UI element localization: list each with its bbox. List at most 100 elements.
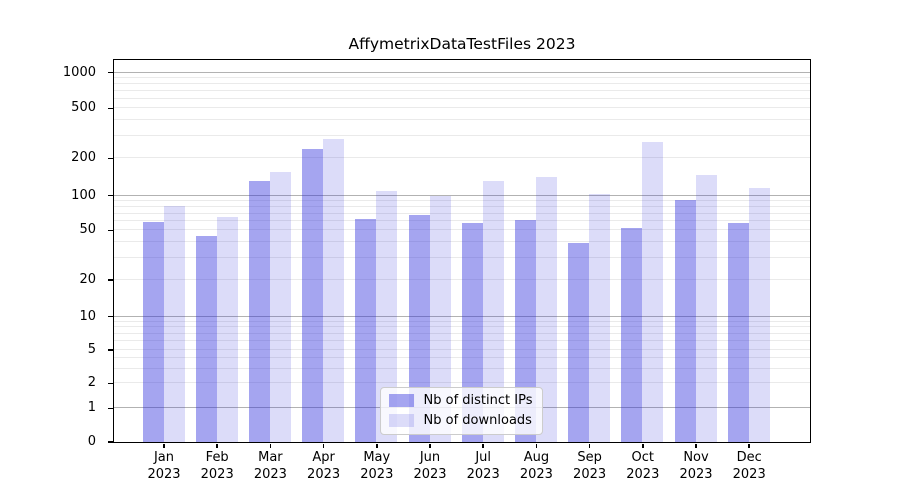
bar-distinct-ips: [621, 227, 643, 442]
x-tick-mark: [322, 443, 325, 448]
grid-line-minor: [113, 326, 810, 328]
x-axis-tick-label: Apr 2023: [292, 449, 356, 483]
bar-distinct-ips: [674, 200, 696, 442]
grid-line-minor: [113, 97, 810, 99]
grid-line-minor: [113, 90, 810, 92]
y-axis-tick-label: 2: [87, 375, 96, 391]
bar-distinct-ips: [355, 219, 377, 442]
bar-downloads: [429, 196, 451, 442]
x-tick-mark: [695, 443, 697, 448]
x-axis-tick-label-year: 2023: [573, 467, 607, 482]
y-tick-mark: [108, 229, 113, 232]
grid-line-minor: [113, 119, 810, 121]
grid-line-minor: [113, 212, 810, 214]
bar-downloads: [695, 175, 717, 442]
plot-area: Nb of distinct IPs Nb of downloads: [112, 58, 811, 443]
grid-line-major: [113, 315, 810, 317]
x-axis-tick-label: Sep 2023: [558, 449, 622, 483]
x-tick-mark: [642, 443, 644, 448]
bar-downloads: [589, 194, 611, 442]
bar-distinct-ips: [568, 243, 590, 442]
x-axis-tick-label: Feb 2023: [185, 449, 249, 483]
grid-line-minor: [113, 157, 810, 159]
x-axis-tick-label-month: Nov: [683, 450, 709, 465]
bar-distinct-ips: [142, 222, 164, 442]
grid-line-minor: [113, 199, 810, 201]
x-tick-mark: [376, 443, 378, 448]
x-axis-tick-label-year: 2023: [147, 467, 181, 482]
x-axis-tick-label-month: Feb: [205, 450, 229, 465]
x-axis-tick-label-year: 2023: [360, 467, 394, 482]
x-axis-tick-label: Mar 2023: [238, 449, 302, 483]
x-axis-tick-label-month: Aug: [523, 450, 550, 465]
y-tick-mark: [108, 107, 113, 110]
x-tick-mark: [429, 443, 431, 448]
grid-line-minor: [113, 241, 810, 243]
y-axis-tick-label: 0: [87, 434, 96, 449]
bar-downloads: [216, 216, 238, 442]
grid-line-minor: [113, 77, 810, 79]
x-axis-tick-label-year: 2023: [626, 467, 660, 482]
x-axis-tick-label: Dec 2023: [717, 449, 781, 483]
grid-line-minor: [113, 135, 810, 137]
x-axis-tick-label: Nov 2023: [664, 449, 728, 483]
legend-item-downloads: Nb of downloads: [388, 412, 533, 428]
bar-downloads: [376, 191, 398, 442]
x-axis-tick-label-year: 2023: [732, 467, 766, 482]
bar-downloads: [163, 206, 185, 442]
x-axis-tick-label-year: 2023: [253, 467, 287, 482]
legend-label-downloads: Nb of downloads: [423, 412, 532, 428]
x-axis-tick-label: Jan 2023: [132, 449, 196, 483]
bar-downloads: [535, 177, 557, 442]
legend-label-distinct-ips: Nb of distinct IPs: [423, 392, 533, 408]
x-tick-mark: [163, 443, 165, 448]
x-axis-tick-label-year: 2023: [519, 467, 553, 482]
y-axis-tick-label: 200: [71, 150, 96, 166]
x-axis-tick-label-year: 2023: [307, 467, 341, 482]
x-axis-tick-label: Jun 2023: [398, 449, 462, 483]
grid-line-minor: [113, 107, 810, 109]
grid-line-minor: [113, 320, 810, 322]
chart-title: AffymetrixDataTestFiles 2023: [348, 35, 576, 53]
y-axis-tick-label: 50: [79, 222, 96, 238]
y-tick-mark: [108, 382, 113, 385]
y-tick-mark: [108, 157, 113, 160]
x-tick-mark: [535, 443, 538, 448]
y-tick-mark: [108, 315, 113, 318]
y-tick-mark: [108, 279, 113, 281]
x-axis-tick-label-month: Jul: [475, 450, 492, 465]
grid-line-minor: [113, 367, 810, 369]
x-axis-tick-label-month: Jan: [153, 450, 175, 465]
bar-distinct-ips: [195, 235, 217, 442]
grid-line-minor: [113, 83, 810, 85]
x-axis-tick-label-year: 2023: [679, 467, 713, 482]
y-axis-tick-label: 500: [71, 100, 96, 116]
grid-line-minor: [113, 382, 810, 384]
y-axis-tick-label: 5: [87, 342, 96, 357]
x-axis-tick-label-month: Jun: [419, 450, 441, 465]
x-tick-mark: [588, 443, 591, 448]
grid-line-minor: [113, 357, 810, 359]
x-axis-tick-label-month: Mar: [258, 450, 283, 465]
bar-distinct-ips: [248, 181, 270, 442]
x-axis-tick-label-year: 2023: [466, 467, 500, 482]
bar-downloads: [482, 181, 504, 442]
grid-line-minor: [113, 229, 810, 231]
legend-swatch-distinct-ips-icon: [388, 393, 414, 407]
grid-line-major: [113, 71, 810, 73]
grid-line-minor: [113, 205, 810, 207]
bar-distinct-ips: [408, 215, 430, 442]
grid-line-minor: [113, 279, 810, 280]
x-axis-tick-label-month: Oct: [631, 450, 655, 465]
y-tick-mark: [108, 441, 113, 443]
x-axis-tick-label-month: Apr: [312, 450, 335, 465]
y-tick-mark: [108, 407, 113, 410]
y-axis-tick-label: 20: [79, 272, 96, 287]
bar-downloads: [748, 187, 770, 442]
y-tick-mark: [108, 71, 113, 74]
y-axis-tick-label: 10: [79, 308, 96, 324]
x-axis-tick-label-month: Dec: [736, 450, 762, 465]
grid-line-minor: [113, 332, 810, 334]
x-axis-tick-label: Aug 2023: [504, 449, 568, 483]
